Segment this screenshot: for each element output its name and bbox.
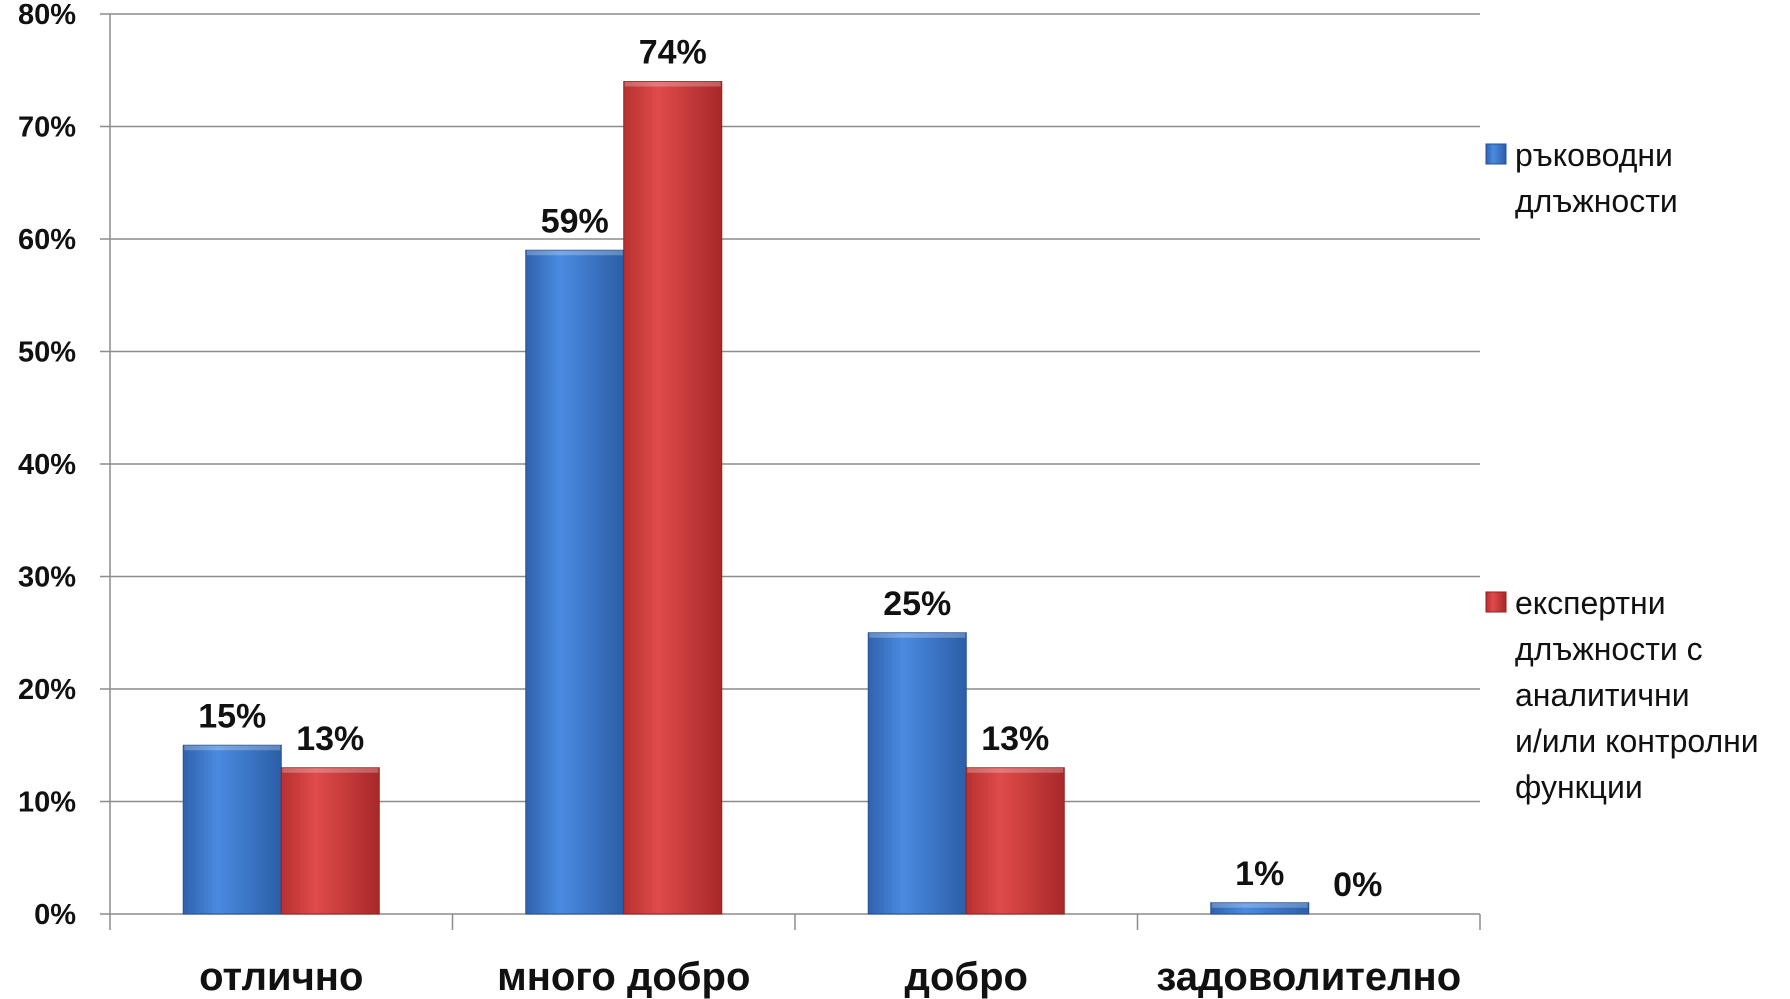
gridlines	[110, 13, 1480, 803]
category-label: добро	[905, 955, 1028, 999]
category-label: много добро	[497, 955, 750, 999]
bars	[182, 81, 1310, 915]
legend-label: длъжности	[1515, 183, 1678, 219]
data-label: 15%	[198, 697, 266, 735]
y-tick-label: 40%	[18, 449, 76, 481]
bar	[965, 767, 1065, 915]
bar	[525, 249, 625, 915]
y-tick-label: 30%	[18, 562, 76, 594]
y-tick-label: 80%	[18, 0, 76, 31]
y-tick-label: 70%	[18, 112, 76, 144]
legend-label: и/или контролни	[1515, 723, 1759, 759]
bar-highlight	[1211, 902, 1308, 908]
bar	[1210, 902, 1310, 915]
data-label: 74%	[639, 34, 707, 72]
legend-label: експертни	[1515, 585, 1666, 621]
legend-label: функции	[1515, 769, 1643, 805]
data-label: 13%	[296, 720, 364, 758]
legend-swatch	[1485, 591, 1507, 613]
data-label: 0%	[1333, 866, 1382, 904]
bar-highlight	[526, 250, 623, 256]
y-tick-label: 10%	[18, 787, 76, 819]
bar-highlight	[869, 632, 966, 638]
y-tick-label: 60%	[18, 224, 76, 256]
y-tick-label: 0%	[34, 899, 76, 931]
bar	[280, 767, 380, 915]
category-label: задоволително	[1156, 955, 1461, 999]
bar	[867, 632, 967, 915]
legend-swatch	[1485, 143, 1507, 165]
bar	[623, 81, 723, 915]
bar-highlight	[282, 767, 379, 773]
data-label: 59%	[541, 202, 609, 240]
data-label: 1%	[1235, 855, 1284, 893]
legend-label: длъжности с	[1515, 631, 1703, 667]
legend-label: ръководни	[1515, 137, 1673, 173]
bar-highlight	[624, 81, 721, 87]
category-label: отлично	[199, 955, 363, 999]
y-tick-label: 20%	[18, 674, 76, 706]
y-tick-label: 50%	[18, 337, 76, 369]
data-label: 25%	[883, 585, 951, 623]
legend: ръководни длъжности експертни длъжности с ан…	[1485, 137, 1759, 805]
bar-highlight	[967, 767, 1064, 773]
data-label: 13%	[981, 720, 1049, 758]
labels: 0% 10% 20% 30% 40% 50% 60% 70% 80% отлично много д…	[18, 0, 1461, 999]
bar	[182, 744, 282, 915]
bar-highlight	[184, 745, 281, 751]
legend-label: аналитични	[1515, 677, 1690, 713]
